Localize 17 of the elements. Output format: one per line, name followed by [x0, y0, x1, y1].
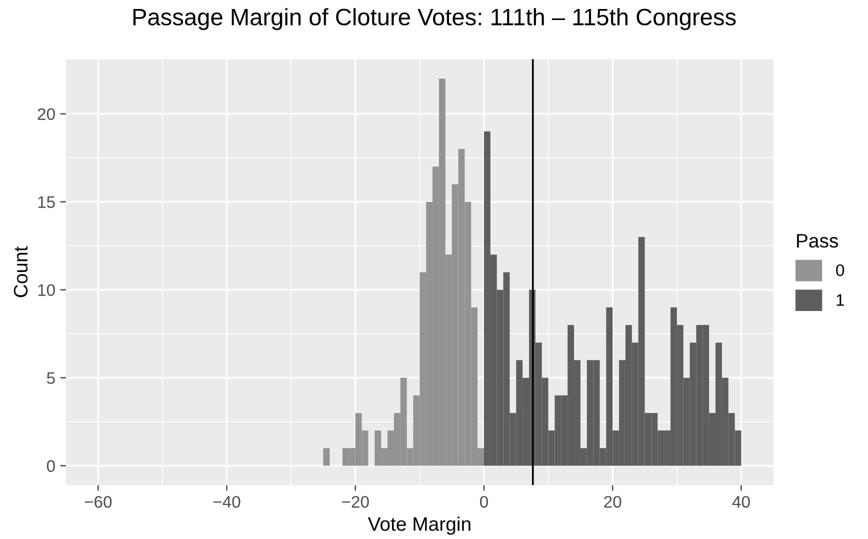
- y-tick-label: 15: [38, 196, 55, 208]
- y-tick-label: 0: [46, 460, 55, 472]
- x-tick-label: 20: [604, 496, 622, 508]
- legend-label: 1: [836, 294, 844, 306]
- x-tick-label: −40: [213, 496, 240, 508]
- y-tick-label: 10: [38, 284, 55, 296]
- x-tick-label: −60: [84, 496, 112, 508]
- y-tick-label: 5: [46, 372, 55, 384]
- y-axis-title: Count: [14, 246, 28, 298]
- x-tick-label: 0: [480, 496, 488, 508]
- x-tick-label: 40: [732, 496, 750, 508]
- chart-title: Passage Margin of Cloture Votes: 111th – 115th Congress: [133, 8, 736, 30]
- legend-title: Pass: [797, 234, 838, 248]
- legend-label: 0: [836, 264, 844, 276]
- y-tick-label: 20: [38, 108, 55, 120]
- x-tick-label: −20: [342, 496, 369, 508]
- x-axis-title: Vote Margin: [368, 516, 470, 535]
